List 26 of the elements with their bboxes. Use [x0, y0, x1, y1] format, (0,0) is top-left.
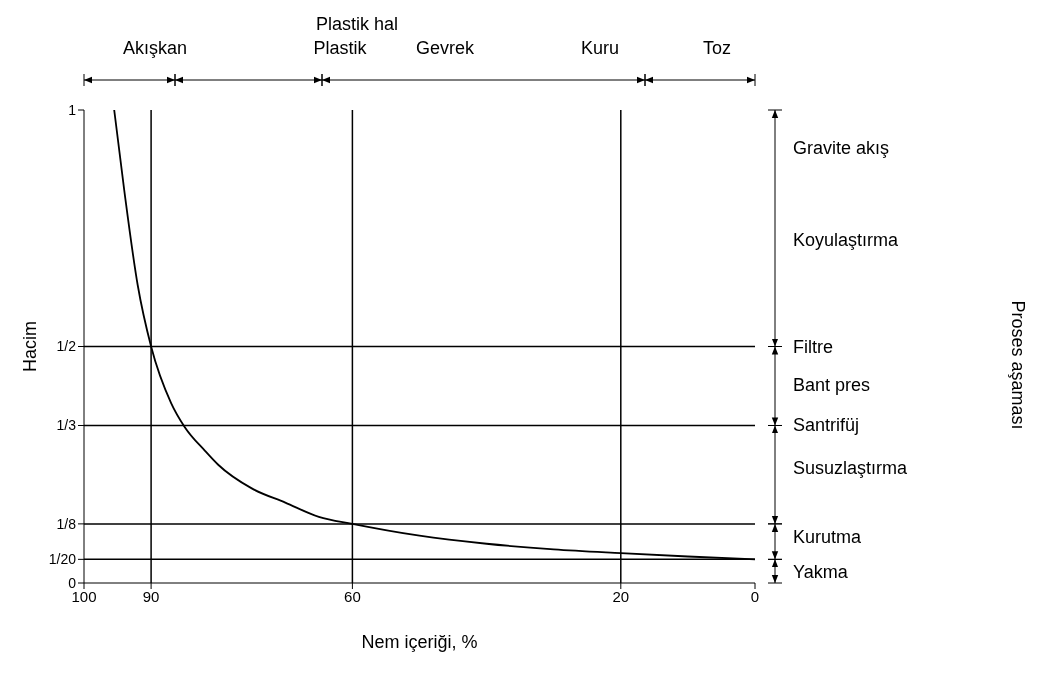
text: Yakma — [793, 562, 849, 582]
x-tick-label: 0 — [750, 587, 760, 605]
text: Kurutma — [793, 527, 863, 547]
text: Koyulaştırma — [793, 230, 900, 250]
text: Filtre — [793, 337, 833, 357]
text: Bant pres — [793, 375, 871, 395]
text: Akışkan — [122, 38, 188, 58]
x-tick-label: 20 — [612, 587, 630, 605]
text: Kuru — [580, 38, 620, 58]
x-tick-label: 90 — [142, 587, 160, 605]
text: Santrifüj — [793, 415, 860, 435]
text: Susuzlaştırma — [793, 458, 909, 478]
text: Proses aşaması — [1008, 300, 1028, 430]
x-axis-title: Nem içeriği, % — [361, 631, 478, 652]
y-tick-label: 1 — [68, 101, 77, 118]
x-tick-label: 60 — [344, 587, 361, 605]
y-axis-title: Hacim — [20, 320, 41, 373]
y-tick-label: 1/8 — [56, 515, 77, 532]
text: Gevrek — [415, 38, 475, 58]
text: Plastik hal — [315, 14, 399, 34]
text: Plastik — [313, 38, 368, 58]
text: Gravite akış — [793, 138, 890, 158]
text: Toz — [702, 38, 732, 58]
y-tick-label: 1/20 — [48, 551, 77, 568]
y-tick-label: 1/2 — [56, 338, 77, 355]
y-tick-label: 1/3 — [56, 417, 77, 434]
